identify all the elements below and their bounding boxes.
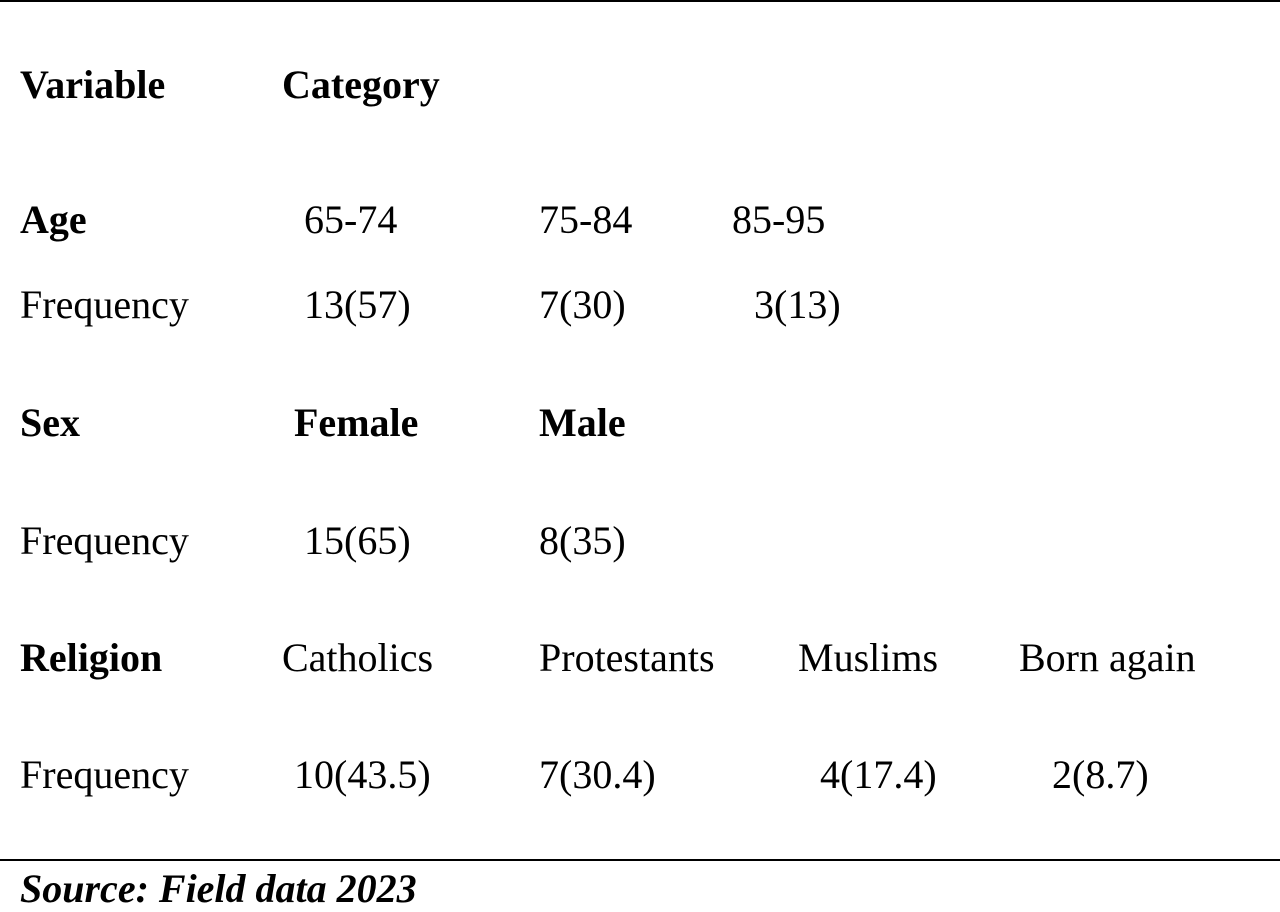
religion-frequency-label: Frequency [20,752,189,797]
table-top-rule [0,0,1280,2]
sex-category-1: Female [294,400,419,445]
sex-frequency-2: 8(35) [539,518,626,563]
table-bottom-rule [0,859,1280,861]
religion-label: Religion [20,635,163,680]
religion-category-1: Catholics [282,635,434,680]
age-category-3: 85-95 [732,197,826,242]
age-frequency-3: 3(13) [754,282,841,327]
religion-frequency-3: 4(17.4) [820,752,937,797]
header-category: Category [282,62,440,107]
religion-frequency-1: 10(43.5) [294,752,431,797]
age-frequency-1: 13(57) [304,282,411,327]
religion-category-3: Muslims [798,635,939,680]
age-category-2: 75-84 [539,197,633,242]
sex-category-2: Male [539,400,626,445]
religion-frequency-2: 7(30.4) [539,752,656,797]
age-frequency-2: 7(30) [539,282,626,327]
age-category-1: 65-74 [304,197,398,242]
age-label: Age [20,197,87,242]
religion-frequency-4: 2(8.7) [1052,752,1149,797]
sex-frequency-label: Frequency [20,518,189,563]
religion-category-4: Born again [1019,635,1196,680]
header-variable: Variable [20,62,166,107]
sex-frequency-1: 15(65) [304,518,411,563]
religion-category-2: Protestants [539,635,715,680]
source-note: Source: Field data 2023 [20,866,417,911]
age-frequency-label: Frequency [20,282,189,327]
sex-label: Sex [20,400,80,445]
